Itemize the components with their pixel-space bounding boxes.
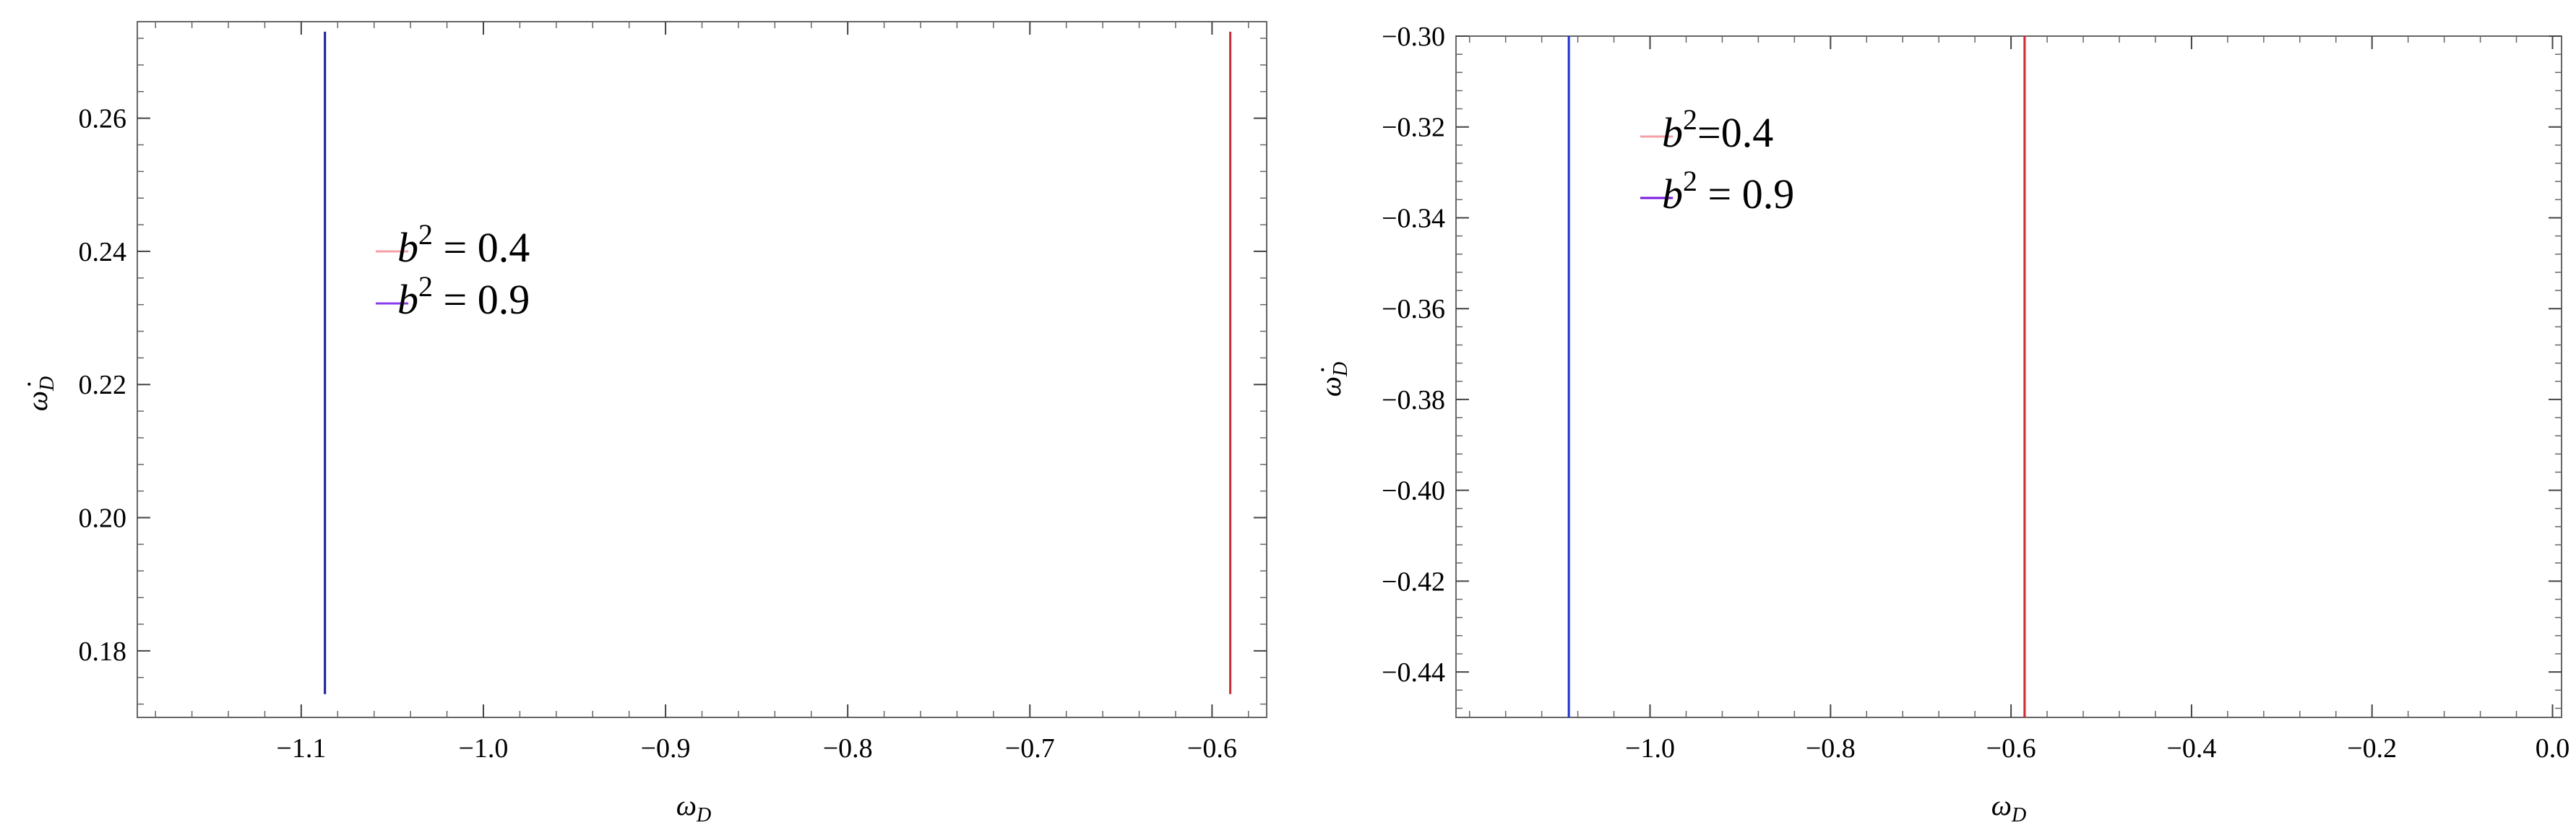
- x-axis-label-main: ω: [1991, 789, 2012, 821]
- y-tick-label: 0.20: [79, 504, 127, 534]
- y-tick-label: 0.22: [79, 370, 127, 400]
- x-tick-label: −0.8: [823, 733, 873, 764]
- legend-var: b: [1662, 109, 1683, 156]
- plot-frame: [1455, 35, 2562, 718]
- y-tick-label: −0.32: [1382, 113, 1445, 143]
- y-tick-label: 0.24: [79, 237, 127, 267]
- y-tick-label: −0.42: [1382, 566, 1445, 597]
- legend-entry-1: b2 = 0.9: [1662, 165, 1794, 217]
- x-tick-label: −1.0: [459, 733, 509, 764]
- legend-entry-0: b2 = 0.4: [397, 218, 530, 271]
- x-tick-label: −0.2: [2347, 733, 2397, 764]
- x-axis-label-sub: D: [2011, 804, 2026, 826]
- legend-exponent: 2: [418, 270, 433, 303]
- x-axis-label: ωD: [676, 789, 711, 826]
- y-axis-label: ω̇D: [1314, 362, 1352, 397]
- x-tick-label: −1.1: [276, 733, 326, 764]
- y-tick-label: −0.30: [1382, 22, 1445, 52]
- legend-entry-0: b2=0.4: [1662, 103, 1773, 156]
- x-axis-label-main: ω: [676, 789, 697, 821]
- x-tick-label: −1.0: [1625, 733, 1675, 764]
- x-axis-label-sub: D: [696, 804, 711, 826]
- x-axis-label: ωD: [1991, 789, 2026, 826]
- legend-exponent: 2: [1683, 103, 1697, 136]
- y-tick-label: 0.18: [79, 636, 127, 667]
- legend-value: = 0.9: [433, 276, 530, 323]
- x-tick-label: −0.6: [1187, 733, 1237, 764]
- plot-frame: [137, 21, 1267, 718]
- y-tick-label: −0.40: [1382, 476, 1445, 506]
- legend-var: b: [397, 276, 418, 323]
- x-tick-label: −0.7: [1005, 733, 1055, 764]
- legend-exponent: 2: [1683, 165, 1697, 197]
- y-tick-label: −0.36: [1382, 294, 1445, 324]
- legend-entry-1: b2 = 0.9: [397, 270, 530, 323]
- x-tick-label: −0.4: [2166, 733, 2216, 764]
- y-tick-label: 0.26: [79, 104, 127, 134]
- legend-value: =0.4: [1697, 109, 1773, 156]
- y-axis-label: ω̇D: [21, 376, 59, 411]
- y-tick-label: −0.44: [1382, 657, 1445, 688]
- legend-value: = 0.9: [1697, 171, 1794, 217]
- x-tick-label: −0.6: [1986, 733, 2036, 764]
- legend-exponent: 2: [418, 218, 433, 251]
- x-tick-label: 0.0: [2536, 733, 2570, 764]
- legend-var: b: [1662, 171, 1683, 217]
- right-plot-panel: −1.0 −0.8 −0.6 −0.4 −0.2 0.0 −0.30 −0.32 −0.34 −0…: [1314, 22, 2569, 826]
- x-tick-label: −0.8: [1806, 733, 1856, 764]
- legend-value: = 0.4: [433, 224, 530, 271]
- x-tick-label: −0.9: [641, 733, 691, 764]
- left-plot-panel: −1.1 −1.0 −0.9 −0.8 −0.7 −0.6 0.18 0.20 0.22 0.24…: [21, 21, 1267, 826]
- y-tick-label: −0.34: [1382, 203, 1445, 233]
- legend-var: b: [397, 224, 418, 271]
- y-axis-label-sub: D: [36, 376, 59, 392]
- y-tick-label: −0.38: [1382, 385, 1445, 415]
- y-axis-label-sub: D: [1330, 362, 1352, 377]
